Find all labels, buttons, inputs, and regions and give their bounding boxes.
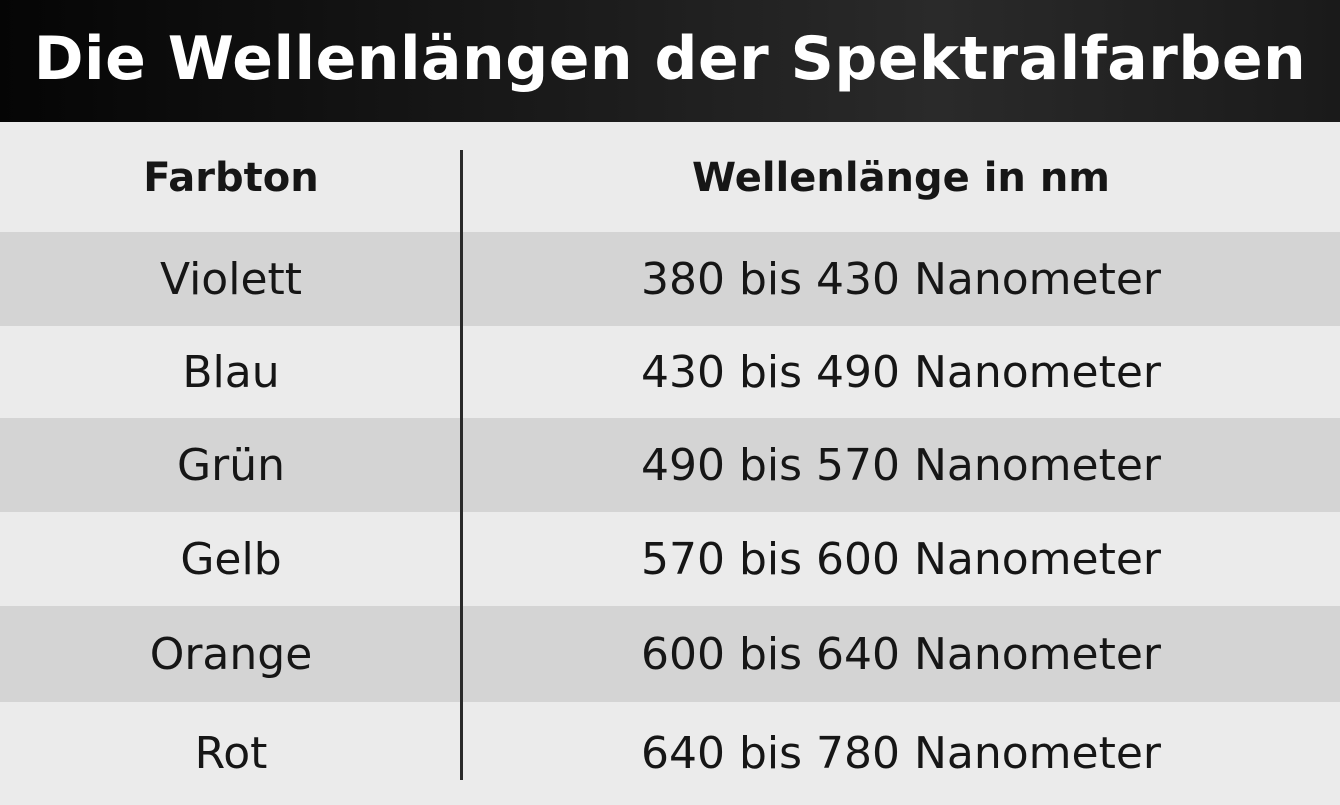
table-cell-farbton: Blau <box>182 346 280 398</box>
table-cell-wellenlaenge: 640 bis 780 Nanometer <box>640 728 1162 779</box>
page-title: Die Wellenlängen der Spektralfarben <box>33 24 1307 94</box>
header-cell-farbton: Farbton <box>143 155 319 201</box>
table-cell-wellenlaenge: 430 bis 490 Nanometer <box>640 346 1162 398</box>
table-cell-farbton: Orange <box>149 628 313 680</box>
table-cell-farbton: Gelb <box>180 533 282 585</box>
header-cell-wellenlaenge: Wellenlänge in nm <box>692 155 1110 201</box>
table-row: Rot 640 bis 780 Nanometer <box>0 702 1340 805</box>
table-cell-wellenlaenge: 570 bis 600 Nanometer <box>640 533 1162 585</box>
table-cell-farbton: Grün <box>177 439 285 491</box>
wavelength-table: Farbton Wellenlänge in nm Violett 380 bi… <box>0 122 1340 805</box>
table-row: Grün 490 bis 570 Nanometer <box>0 418 1340 512</box>
table-cell-farbton: Rot <box>194 728 268 779</box>
column-divider <box>460 150 463 780</box>
table-cell-farbton: Violett <box>159 253 303 305</box>
table-row: Gelb 570 bis 600 Nanometer <box>0 512 1340 606</box>
table-row: Orange 600 bis 640 Nanometer <box>0 606 1340 702</box>
table-row: Violett 380 bis 430 Nanometer <box>0 232 1340 326</box>
table-cell-wellenlaenge: 600 bis 640 Nanometer <box>640 628 1162 680</box>
table-cell-wellenlaenge: 380 bis 430 Nanometer <box>640 253 1162 305</box>
title-bar: Die Wellenlängen der Spektralfarben <box>0 0 1340 122</box>
table-header-row: Farbton Wellenlänge in nm <box>0 122 1340 232</box>
table-row: Blau 430 bis 490 Nanometer <box>0 326 1340 418</box>
table-cell-wellenlaenge: 490 bis 570 Nanometer <box>640 439 1162 491</box>
